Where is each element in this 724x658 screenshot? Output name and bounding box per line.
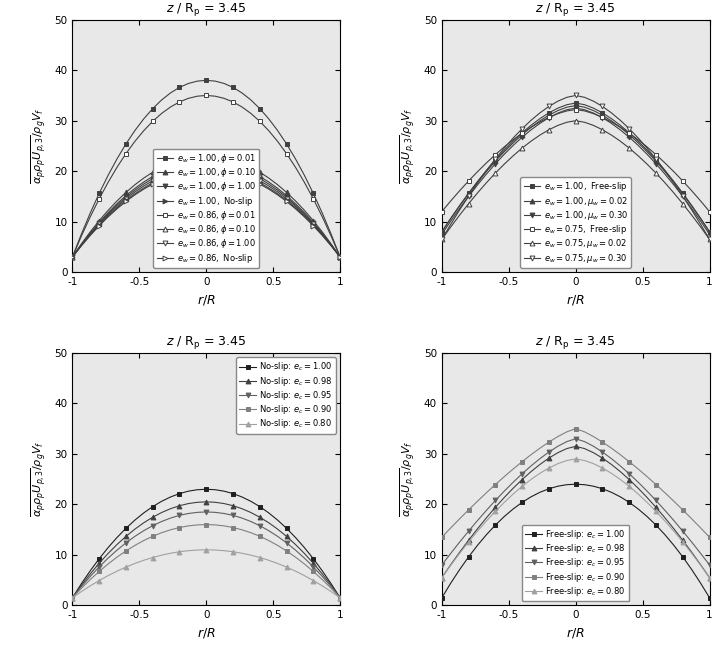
Legend: $e_w = 1.00, \phi = 0.01$, $e_w = 1.00, \phi = 0.10$, $e_w = 1.00, \phi = 1.00$,: $e_w = 1.00, \phi = 0.01$, $e_w = 1.00, … [153, 149, 259, 268]
X-axis label: $r/R$: $r/R$ [197, 626, 216, 640]
Title: $z$ / R$_\mathrm{p}$ = 3.45: $z$ / R$_\mathrm{p}$ = 3.45 [535, 334, 616, 351]
Y-axis label: $\overline{\alpha_p \rho_p U_{p,3}} / \rho_g V_f$: $\overline{\alpha_p \rho_p U_{p,3}} / \r… [30, 108, 49, 184]
Legend: $e_w = 1.00,$ Free-slip, $e_w = 1.00, \mu_w = 0.02$, $e_w = 1.00, \mu_w = 0.30$,: $e_w = 1.00,$ Free-slip, $e_w = 1.00, \m… [521, 177, 631, 268]
X-axis label: $r/R$: $r/R$ [197, 293, 216, 307]
Title: $z$ / R$_\mathrm{p}$ = 3.45: $z$ / R$_\mathrm{p}$ = 3.45 [166, 1, 247, 18]
Legend: Free-slip: $e_c = 1.00$, Free-slip: $e_c = 0.98$, Free-slip: $e_c = 0.95$, Free-: Free-slip: $e_c = 1.00$, Free-slip: $e_c… [522, 524, 629, 601]
Y-axis label: $\overline{\alpha_p \rho_p U_{p,3}} / \rho_g V_f$: $\overline{\alpha_p \rho_p U_{p,3}} / \r… [399, 108, 418, 184]
X-axis label: $r/R$: $r/R$ [566, 626, 585, 640]
Y-axis label: $\overline{\alpha_p \rho_p U_{p,3}} / \rho_g V_f$: $\overline{\alpha_p \rho_p U_{p,3}} / \r… [399, 441, 418, 517]
Legend: No-slip: $e_c = 1.00$, No-slip: $e_c = 0.98$, No-slip: $e_c = 0.95$, No-slip: $e: No-slip: $e_c = 1.00$, No-slip: $e_c = 0… [236, 357, 336, 434]
Title: $z$ / R$_\mathrm{p}$ = 3.45: $z$ / R$_\mathrm{p}$ = 3.45 [535, 1, 616, 18]
Title: $z$ / R$_\mathrm{p}$ = 3.45: $z$ / R$_\mathrm{p}$ = 3.45 [166, 334, 247, 351]
Y-axis label: $\overline{\alpha_p \rho_p U_{p,3}} / \rho_g V_f$: $\overline{\alpha_p \rho_p U_{p,3}} / \r… [30, 441, 49, 517]
X-axis label: $r/R$: $r/R$ [566, 293, 585, 307]
